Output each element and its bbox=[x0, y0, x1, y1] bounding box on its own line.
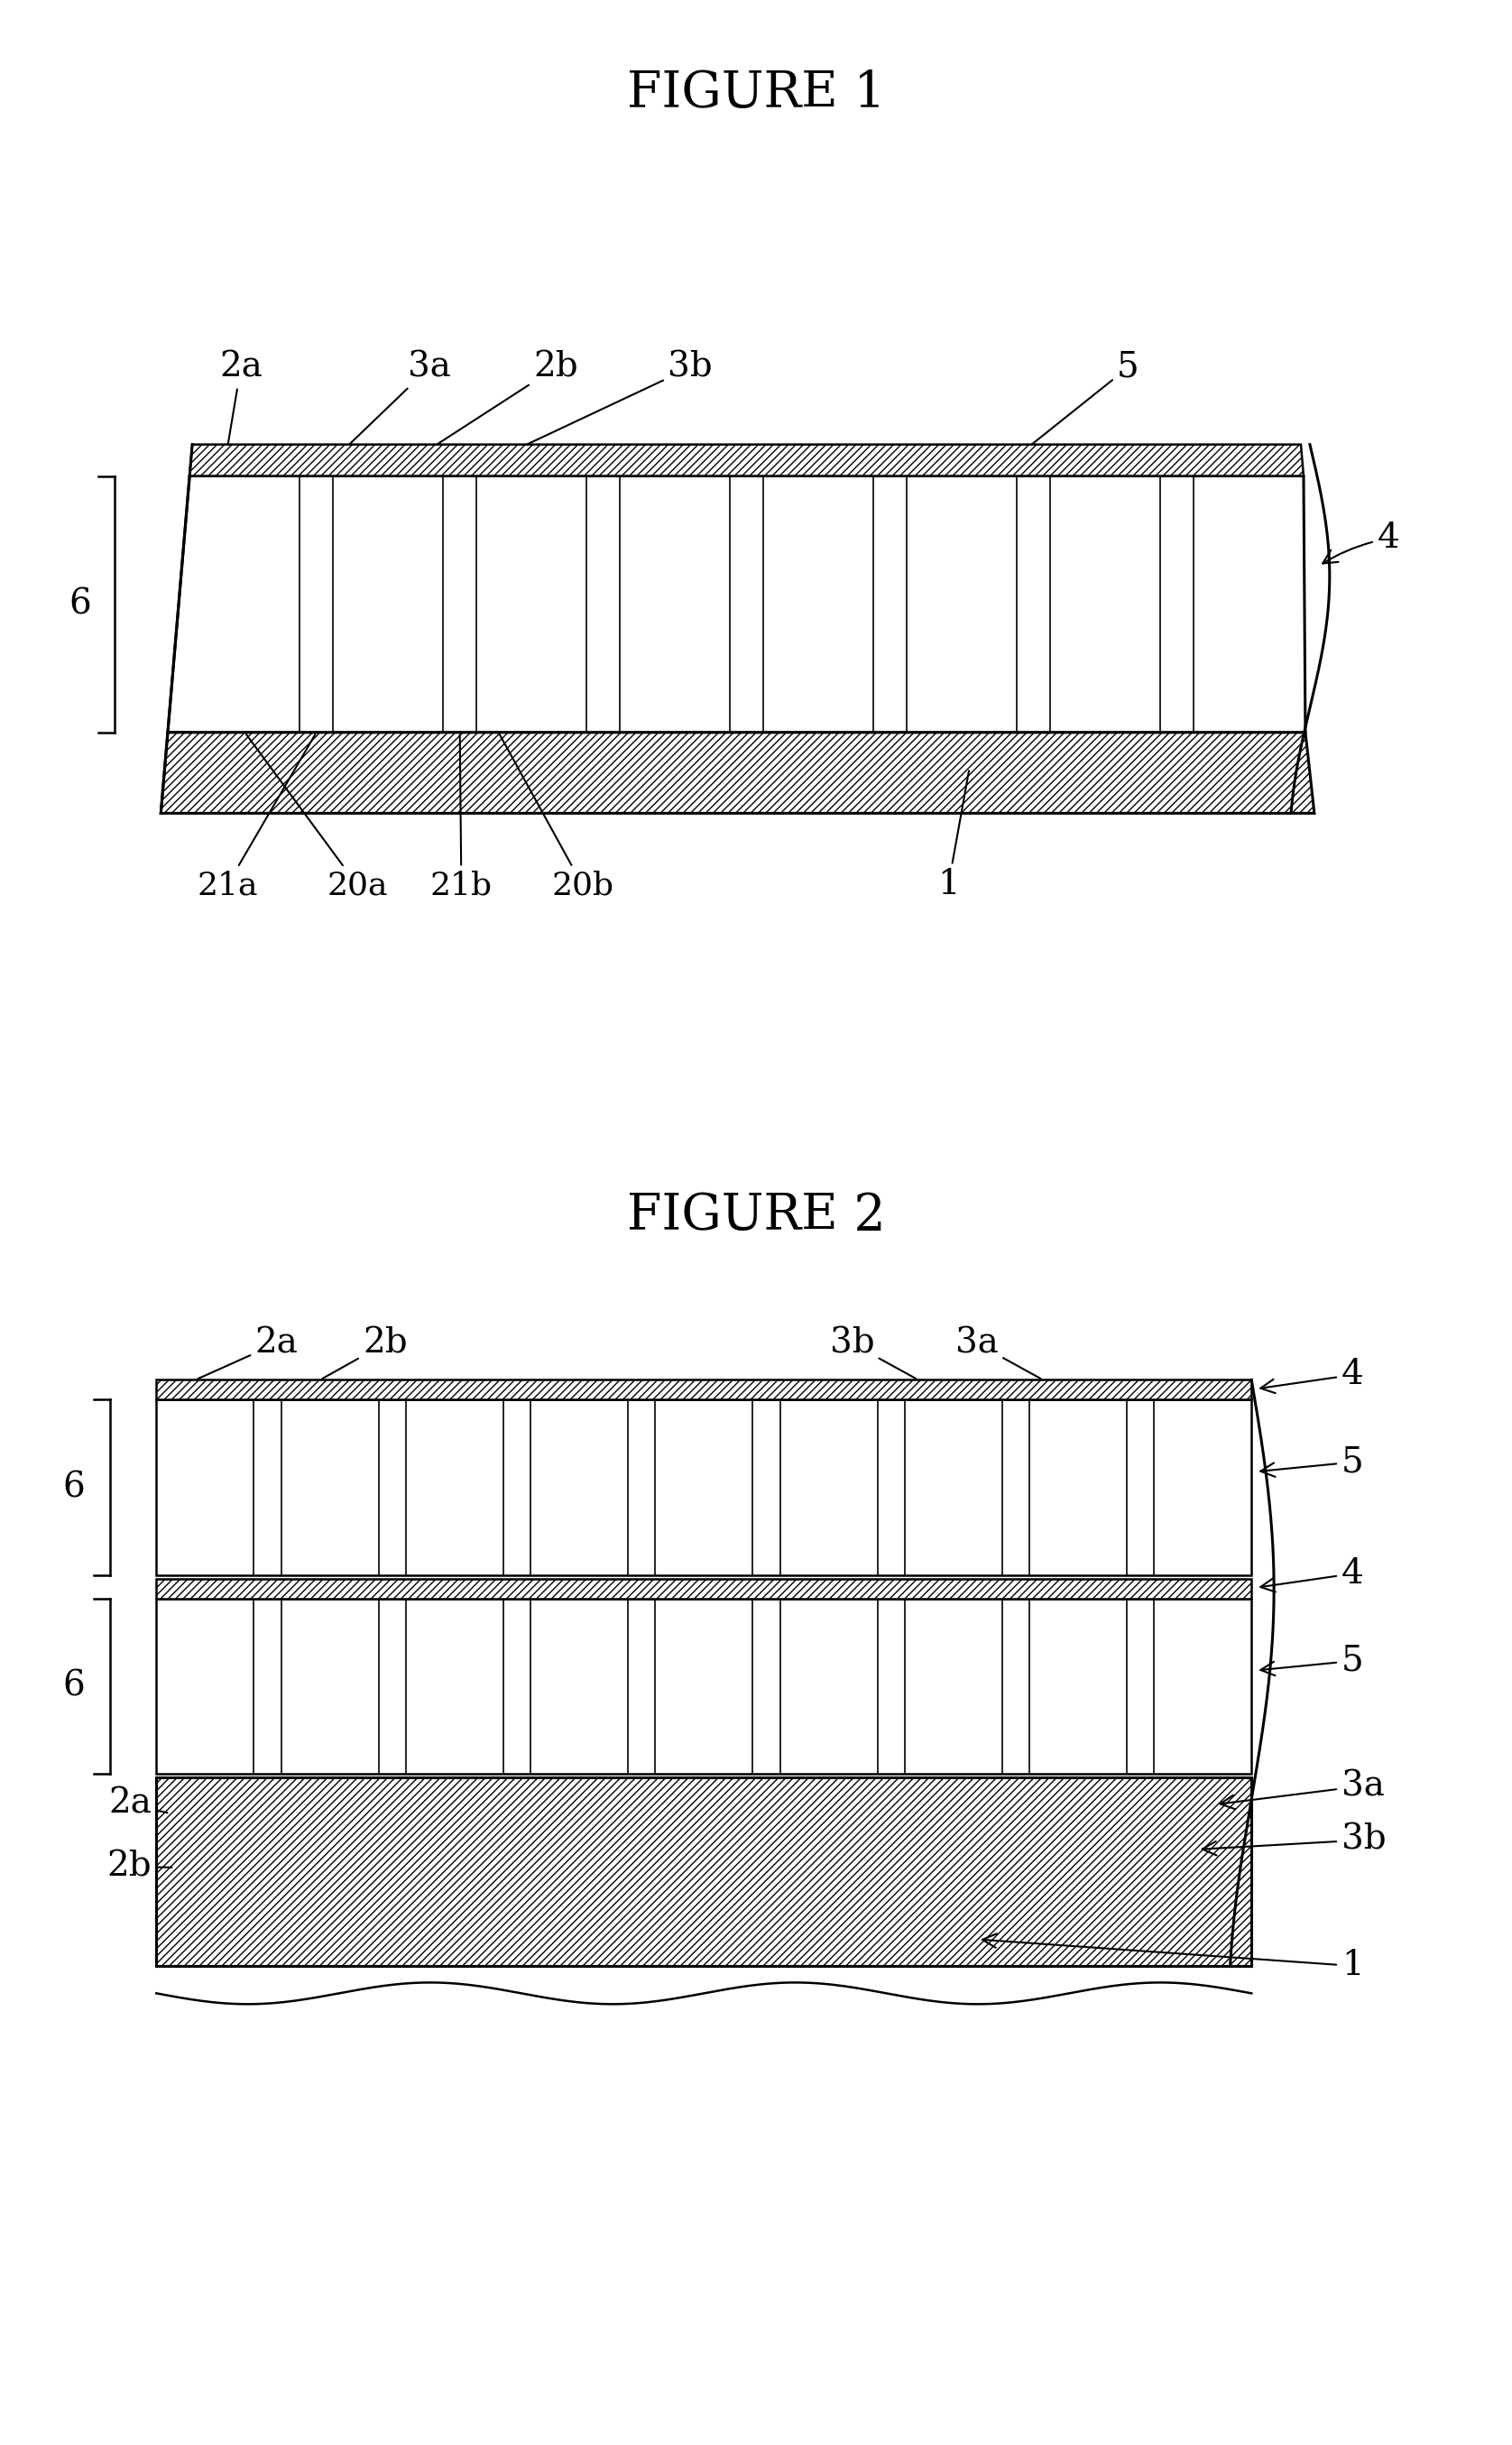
Polygon shape bbox=[156, 1599, 254, 1775]
Text: 20a: 20a bbox=[246, 734, 387, 900]
Polygon shape bbox=[1002, 1399, 1030, 1575]
Polygon shape bbox=[904, 1599, 1002, 1775]
Polygon shape bbox=[189, 445, 1303, 477]
Text: 2b: 2b bbox=[390, 352, 578, 474]
Polygon shape bbox=[156, 1379, 1252, 1399]
Polygon shape bbox=[764, 477, 874, 734]
Text: 2b: 2b bbox=[107, 1851, 172, 1883]
Polygon shape bbox=[753, 1399, 780, 1575]
Polygon shape bbox=[1030, 1399, 1126, 1575]
Polygon shape bbox=[1154, 1599, 1252, 1775]
Text: 2b: 2b bbox=[322, 1328, 408, 1379]
Polygon shape bbox=[1016, 477, 1049, 734]
Polygon shape bbox=[160, 734, 1314, 814]
Polygon shape bbox=[503, 1399, 531, 1575]
Polygon shape bbox=[1193, 477, 1303, 734]
Polygon shape bbox=[780, 1599, 877, 1775]
Polygon shape bbox=[156, 1399, 1252, 1575]
Polygon shape bbox=[587, 477, 620, 734]
Polygon shape bbox=[904, 1399, 1002, 1575]
Polygon shape bbox=[281, 1599, 378, 1775]
Text: 4: 4 bbox=[1323, 521, 1400, 562]
Polygon shape bbox=[627, 1399, 655, 1575]
Polygon shape bbox=[874, 477, 907, 734]
Text: 6: 6 bbox=[68, 587, 91, 621]
Polygon shape bbox=[655, 1399, 753, 1575]
Text: 3a: 3a bbox=[1220, 1770, 1385, 1809]
Polygon shape bbox=[1160, 477, 1193, 734]
Polygon shape bbox=[189, 477, 299, 734]
Text: FIGURE 2: FIGURE 2 bbox=[626, 1191, 886, 1240]
Polygon shape bbox=[156, 1778, 1252, 1966]
Text: 2a: 2a bbox=[198, 1328, 298, 1379]
Text: 2a: 2a bbox=[109, 1787, 168, 1822]
Polygon shape bbox=[531, 1399, 627, 1575]
Polygon shape bbox=[156, 1599, 1252, 1775]
Polygon shape bbox=[877, 1399, 904, 1575]
Polygon shape bbox=[156, 1579, 1252, 1599]
Text: 4: 4 bbox=[1261, 1359, 1364, 1394]
Text: 1: 1 bbox=[937, 770, 969, 902]
Polygon shape bbox=[1030, 1599, 1126, 1775]
Text: 5: 5 bbox=[1028, 352, 1139, 447]
Polygon shape bbox=[1002, 1599, 1030, 1775]
Polygon shape bbox=[780, 1399, 877, 1575]
Polygon shape bbox=[405, 1599, 503, 1775]
Polygon shape bbox=[503, 1599, 531, 1775]
Polygon shape bbox=[378, 1599, 405, 1775]
Polygon shape bbox=[443, 477, 476, 734]
Polygon shape bbox=[1126, 1599, 1154, 1775]
Polygon shape bbox=[730, 477, 764, 734]
Polygon shape bbox=[281, 1399, 378, 1575]
Text: 21a: 21a bbox=[197, 734, 314, 900]
Polygon shape bbox=[299, 477, 333, 734]
Text: 3a: 3a bbox=[318, 352, 451, 474]
Text: 3b: 3b bbox=[463, 352, 712, 474]
Polygon shape bbox=[378, 1399, 405, 1575]
Polygon shape bbox=[1126, 1399, 1154, 1575]
Polygon shape bbox=[156, 1399, 254, 1575]
Text: 21b: 21b bbox=[429, 736, 493, 900]
Text: 1: 1 bbox=[983, 1934, 1364, 1983]
Polygon shape bbox=[254, 1399, 281, 1575]
Polygon shape bbox=[405, 1399, 503, 1575]
Text: 4: 4 bbox=[1261, 1557, 1364, 1592]
Polygon shape bbox=[620, 477, 730, 734]
Polygon shape bbox=[877, 1599, 904, 1775]
Text: 6: 6 bbox=[62, 1670, 85, 1702]
Polygon shape bbox=[531, 1599, 627, 1775]
Polygon shape bbox=[254, 1599, 281, 1775]
Polygon shape bbox=[1049, 477, 1160, 734]
Text: 5: 5 bbox=[1261, 1643, 1364, 1677]
Polygon shape bbox=[1154, 1399, 1252, 1575]
Polygon shape bbox=[907, 477, 1016, 734]
Text: 2a: 2a bbox=[219, 352, 263, 474]
Polygon shape bbox=[333, 477, 443, 734]
Text: FIGURE 1: FIGURE 1 bbox=[626, 68, 886, 117]
Text: 3a: 3a bbox=[956, 1328, 1040, 1379]
Text: 3b: 3b bbox=[1202, 1824, 1387, 1856]
Text: 3b: 3b bbox=[830, 1328, 916, 1379]
Text: 6: 6 bbox=[62, 1472, 85, 1504]
Text: 20b: 20b bbox=[499, 734, 614, 900]
Polygon shape bbox=[627, 1599, 655, 1775]
Polygon shape bbox=[753, 1599, 780, 1775]
Polygon shape bbox=[655, 1599, 753, 1775]
Polygon shape bbox=[476, 477, 587, 734]
Text: 5: 5 bbox=[1261, 1445, 1364, 1479]
